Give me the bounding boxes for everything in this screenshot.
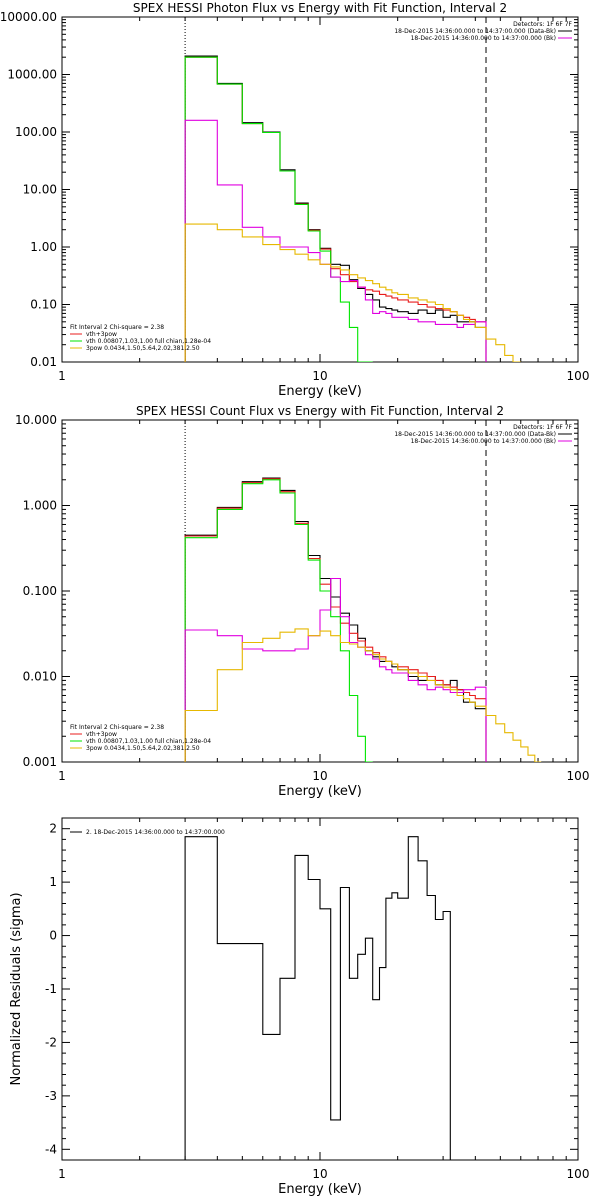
series-group bbox=[184, 836, 451, 1160]
legend-left-entry: 2. 18-Dec-2015 14:36:00.000 to 14:37:00.… bbox=[86, 829, 225, 836]
legend-left-entry: vth 0.00807,1.03,1.00 full chian,1.28e-0… bbox=[86, 338, 211, 345]
chart-panel-3: 1 10 100 -4 -3 -2 -1 0 1 2 Energy (keV) Normalized … bbox=[9, 817, 590, 1197]
x-tick-label: 100 bbox=[567, 1167, 590, 1181]
legend-left-entry: vth 0.00807,1.03,1.00 full chian,1.28e-0… bbox=[86, 738, 211, 745]
x-tick-label: 1 bbox=[58, 1167, 66, 1181]
x-axis-label: Energy (keV) bbox=[278, 1182, 362, 1197]
x-tick-label: 10 bbox=[312, 369, 327, 383]
legend-left-entry: 3pow 0.0434,1.50,5.64,2.02,381.2.50 bbox=[86, 745, 200, 752]
chart-title: SPEX HESSI Count Flux vs Energy with Fit… bbox=[136, 404, 504, 418]
legend-right-entry: 18-Dec-2015 14:36:00.000 to 14:37:00.000… bbox=[411, 35, 556, 42]
y-tick-label: 0.100 bbox=[23, 584, 57, 598]
y-tick-label: -1 bbox=[45, 982, 57, 996]
y-tick-label: 0 bbox=[49, 929, 57, 943]
x-tick-label: 10 bbox=[312, 1167, 327, 1181]
y-tick-label: 100.00 bbox=[15, 125, 57, 139]
series-1-line bbox=[184, 55, 487, 362]
y-tick-label: 0.010 bbox=[23, 670, 57, 684]
legend-right-entry: Detectors: 1F 6F 7F bbox=[513, 424, 572, 431]
series-1-line bbox=[184, 836, 451, 1160]
series-group bbox=[184, 55, 521, 362]
plot-frame bbox=[61, 16, 579, 363]
y-axis-label: Normalized Residuals (sigma) bbox=[9, 892, 24, 1085]
legend-right-entry: Detectors: 1F 6F 7F bbox=[513, 21, 572, 28]
y-tick-label: 10.000 bbox=[15, 413, 57, 427]
legend-right-entry: 18-Dec-2015 14:36:00.000 to 14:37:00.000… bbox=[411, 438, 556, 445]
series-1-line bbox=[184, 477, 487, 762]
legend-left-entry: vth+3pow bbox=[86, 731, 117, 738]
chart-panel-2: 1 10 100 0.001 0.010 0.100 1.000 10.000 SPEX HES… bbox=[15, 404, 589, 799]
plot-frame bbox=[61, 817, 579, 1161]
x-tick-label: 1 bbox=[58, 769, 66, 783]
y-tick-label: 1000.00 bbox=[7, 68, 57, 82]
y-tick-label: 1.000 bbox=[23, 499, 57, 513]
series-3-line bbox=[184, 479, 373, 762]
series-2-line bbox=[184, 56, 487, 362]
x-axis-label: Energy (keV) bbox=[278, 784, 362, 799]
series-4-line bbox=[184, 119, 487, 362]
y-tick-label: -2 bbox=[45, 1035, 57, 1049]
y-tick-label: 10.00 bbox=[23, 183, 57, 197]
y-tick-label: 1.00 bbox=[30, 240, 57, 254]
chart-title: SPEX HESSI Photon Flux vs Energy with Fi… bbox=[133, 1, 507, 15]
legend-left-entry: 3pow 0.0434,1.50,5.64,2.02,381.2.50 bbox=[86, 345, 200, 352]
y-tick-label: 0.01 bbox=[30, 355, 57, 369]
y-tick-label: -4 bbox=[45, 1142, 57, 1156]
series-3-line bbox=[184, 56, 373, 362]
y-tick-label: -3 bbox=[45, 1089, 57, 1103]
legend-left-entry: Fit Interval 2 Chi-square = 2.38 bbox=[70, 724, 164, 731]
legend-right-entry: 18-Dec-2015 14:36:00.000 to 14:37:00.000… bbox=[394, 431, 556, 438]
x-axis-label: Energy (keV) bbox=[278, 384, 362, 399]
y-tick-label: 2 bbox=[49, 822, 57, 836]
series-5-line bbox=[184, 628, 542, 762]
legend-right-entry: 18-Dec-2015 14:36:00.000 to 14:37:00.000… bbox=[394, 28, 556, 35]
legend-left-entry: Fit Interval 2 Chi-square = 2.38 bbox=[70, 324, 164, 331]
x-tick-label: 100 bbox=[567, 769, 590, 783]
series-group bbox=[184, 477, 542, 762]
y-tick-label: 10000.00 bbox=[0, 10, 57, 24]
series-2-line bbox=[184, 478, 487, 762]
y-tick-label: 0.001 bbox=[23, 755, 57, 769]
chart-panel-1: 1 10 100 0.01 0.10 1.00 10.00 100.00 1000.00 1000… bbox=[0, 1, 589, 399]
legend-left-entry: vth+3pow bbox=[86, 331, 117, 338]
y-tick-label: 0.10 bbox=[30, 298, 57, 312]
x-tick-label: 10 bbox=[312, 769, 327, 783]
series-5-line bbox=[184, 223, 521, 362]
y-tick-label: 1 bbox=[49, 875, 57, 889]
x-tick-label: 1 bbox=[58, 369, 66, 383]
x-tick-label: 100 bbox=[567, 369, 590, 383]
